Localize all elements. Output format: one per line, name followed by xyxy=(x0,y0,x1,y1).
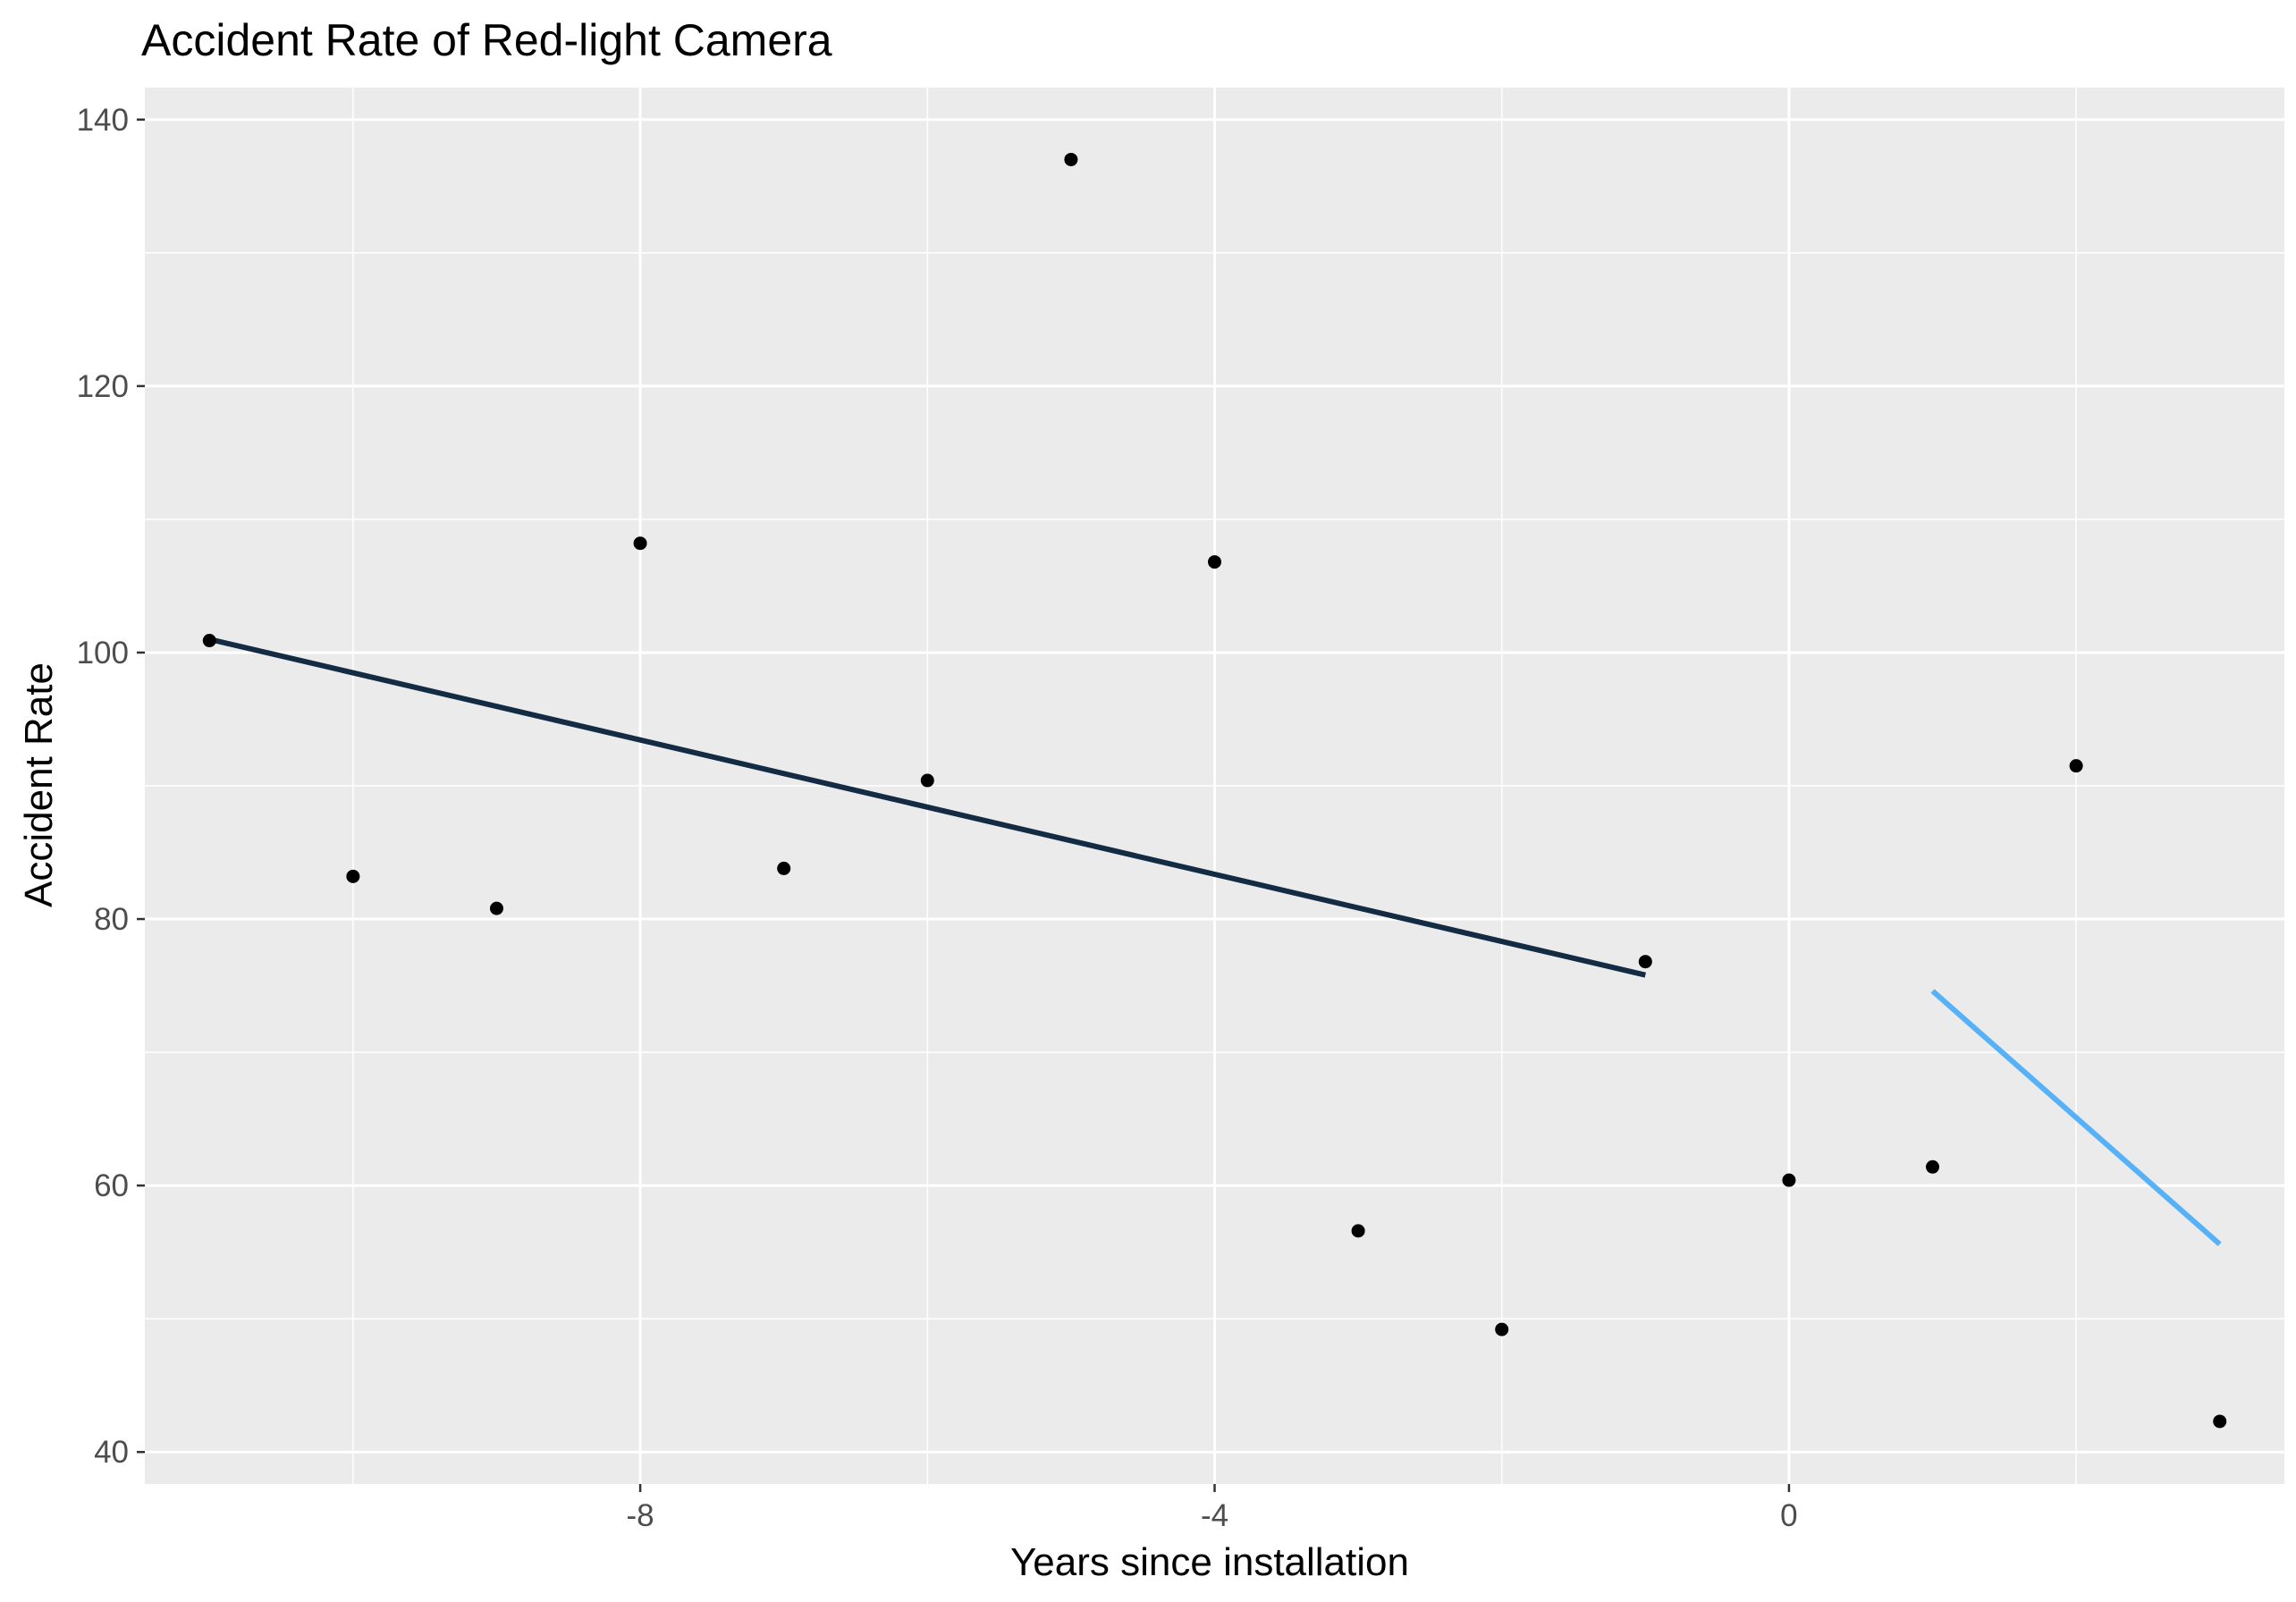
y-tick-label: 40 xyxy=(94,1435,129,1470)
y-tick-label: 120 xyxy=(77,369,129,404)
data-point xyxy=(777,861,791,875)
data-point xyxy=(1782,1173,1796,1187)
x-axis-title: Years since installation xyxy=(1010,1540,1409,1584)
data-point xyxy=(1495,1322,1509,1336)
major-gridlines xyxy=(145,88,2284,1484)
data-point xyxy=(346,869,360,883)
x-tick-label: -4 xyxy=(1201,1498,1228,1533)
axis-ticks xyxy=(137,118,1791,1492)
x-tick-label: -8 xyxy=(627,1498,654,1533)
y-tick-label: 140 xyxy=(77,103,129,138)
data-point xyxy=(2213,1414,2227,1429)
data-point xyxy=(633,536,647,551)
data-point xyxy=(1638,955,1652,969)
data-point xyxy=(1926,1159,1940,1174)
x-tick-label: 0 xyxy=(1780,1498,1797,1533)
pre-installation-trend-line xyxy=(208,637,1646,978)
data-point xyxy=(1064,152,1078,166)
data-point xyxy=(920,773,934,788)
y-tick-label: 80 xyxy=(94,902,129,937)
y-tick-label: 60 xyxy=(94,1168,129,1203)
data-points xyxy=(202,152,2227,1429)
data-point xyxy=(202,634,216,648)
tick-labels: 40 60 80 100 120 140 -8 -4 0 xyxy=(77,103,1798,1533)
data-point xyxy=(1351,1224,1365,1238)
post-installation-trend-line xyxy=(1930,989,2222,1246)
data-point xyxy=(1208,555,1221,569)
y-tick-label: 100 xyxy=(77,636,129,670)
y-axis-title: Accident Rate xyxy=(17,662,61,907)
data-point xyxy=(2069,759,2083,773)
chart-title: Accident Rate of Red-light Camera xyxy=(141,15,832,65)
trend-lines xyxy=(208,637,2222,1246)
data-point xyxy=(489,901,503,915)
